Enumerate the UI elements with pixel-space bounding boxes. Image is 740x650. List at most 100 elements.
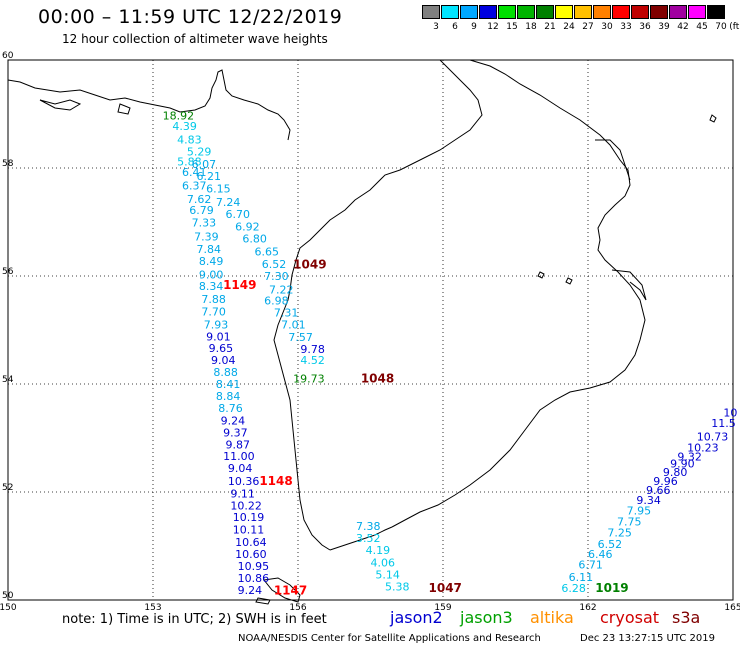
legend-label: 21 <box>544 22 556 32</box>
legend-label: 36 <box>639 22 651 32</box>
wave-height-label: 6.79 <box>189 204 214 217</box>
wave-height-label: 9.24 <box>221 415 246 428</box>
legend-label: 6 <box>452 22 458 32</box>
wave-height-label: 9.04 <box>211 354 236 367</box>
wave-height-label: 5.14 <box>375 568 400 581</box>
wave-height-label: 10 <box>723 406 737 419</box>
graticule <box>7 59 734 601</box>
wave-height-label: 6.41 <box>182 166 207 179</box>
axis-ticks: 150 153 156 159 162 165 60 58 56 54 52 50 <box>0 51 740 613</box>
legend-label: 27 <box>582 22 594 32</box>
satellite-name: altika <box>530 608 574 627</box>
legend-swatch <box>688 5 706 19</box>
wave-height-label: 7.38 <box>356 520 381 533</box>
wave-height-label: 6.46 <box>588 548 613 561</box>
wave-height-label: 6.92 <box>235 221 260 234</box>
legend-label: 24 <box>563 22 575 32</box>
legend-swatch <box>498 5 516 19</box>
legend-label: 39 <box>658 22 670 32</box>
kuril-island-1 <box>263 577 301 603</box>
kamchatka-west-coast <box>273 59 483 551</box>
wave-height-label: 6.15 <box>206 182 231 195</box>
wave-height-label: 6.98 <box>264 295 289 308</box>
legend-swatch <box>479 5 497 19</box>
lat-tick-label: 58 <box>2 159 14 169</box>
satellite-name: jason3 <box>460 608 513 627</box>
lon-tick-label: 153 <box>144 603 161 613</box>
satellite-name: jason2 <box>390 608 443 627</box>
wave-height-label: 7.95 <box>627 505 652 518</box>
small-island-2 <box>565 277 573 285</box>
wave-height-label: 9.37 <box>223 426 248 439</box>
wave-height-label: 10.36 <box>228 475 260 488</box>
legend-swatch <box>612 5 630 19</box>
wave-height-label: 7.25 <box>607 526 632 539</box>
wave-height-label: 5.29 <box>187 146 212 159</box>
lon-tick-label: 159 <box>434 603 451 613</box>
wave-height-label: 4.52 <box>300 354 325 367</box>
legend-swatch <box>650 5 668 19</box>
wave-height-label: 5.88 <box>177 155 202 168</box>
legend-label: 9 <box>471 22 477 32</box>
wave-height-label: 10.86 <box>238 572 269 585</box>
wave-height-label: 6.28 <box>561 582 586 595</box>
wave-height-label: 6.52 <box>262 258 287 271</box>
legend-swatch <box>574 5 592 19</box>
wave-height-label: 8.88 <box>213 366 238 379</box>
wave-height-label: 8.49 <box>199 255 224 268</box>
wave-height-label: 7.62 <box>187 193 212 206</box>
legend-swatch <box>631 5 649 19</box>
wave-height-label: 7.01 <box>281 318 306 331</box>
wave-height-label: 7.70 <box>201 305 226 318</box>
legend-swatch <box>441 5 459 19</box>
wave-height-label: 10.23 <box>687 442 719 455</box>
legend-label: 45 <box>696 22 708 32</box>
wave-height-label: 7.39 <box>194 230 219 243</box>
lat-tick-label: 56 <box>2 267 14 277</box>
wave-height-label: 8.34 <box>199 280 224 293</box>
wave-height-label: 9.90 <box>670 458 695 471</box>
north-island <box>39 99 82 111</box>
wave-height-label: 4.39 <box>172 120 197 133</box>
wave-height-label: 7.22 <box>269 283 294 296</box>
legend-swatch <box>536 5 554 19</box>
legend-unit: (ft) <box>729 22 740 32</box>
wave-height-label: 4.19 <box>366 544 391 557</box>
legend-label: 12 <box>487 22 499 32</box>
wave-height-label: 7.93 <box>204 318 229 331</box>
small-island-1 <box>537 271 545 279</box>
wave-height-label: 6.52 <box>598 538 623 551</box>
legend-swatch <box>517 5 535 19</box>
wave-height-label: 9.96 <box>653 475 678 488</box>
map-frame <box>7 59 734 601</box>
wave-height-label: 5.38 <box>385 580 410 593</box>
legend-label: 33 <box>620 22 632 32</box>
footer-credit: NOAA/NESDIS Center for Satellite Applica… <box>238 633 541 644</box>
wave-height-label: 7.24 <box>216 196 241 209</box>
legend-label: 30 <box>601 22 613 32</box>
wave-height-label: 10.19 <box>233 511 265 524</box>
map-title: 00:00 – 11:59 UTC 12/22/2019 <box>38 6 343 28</box>
pass-time-label: 1019 <box>595 581 628 595</box>
wave-height-label: 3.52 <box>356 532 381 545</box>
coastline <box>7 59 717 605</box>
wave-height-label: 7.57 <box>288 331 313 344</box>
wave-height-label: 6.70 <box>226 208 251 221</box>
wave-height-label: 9.32 <box>677 451 702 464</box>
wave-height-label: 19.73 <box>293 372 325 385</box>
legend-swatch <box>593 5 611 19</box>
legend-label: 70 <box>715 22 727 32</box>
wave-height-label: 7.33 <box>192 216 217 229</box>
northern-shore <box>7 69 291 141</box>
wave-height-label: 7.31 <box>274 307 299 320</box>
wave-height-label: 9.66 <box>646 484 671 497</box>
wave-height-label: 7.84 <box>197 243 222 256</box>
wave-height-label: 11.00 <box>223 450 255 463</box>
lon-tick-label: 162 <box>579 603 596 613</box>
legend-label: 15 <box>506 22 518 32</box>
wave-observations: 18.924.394.835.295.886.076.416.216.37 6.1… <box>163 109 738 597</box>
wave-height-label: 8.84 <box>216 390 241 403</box>
pass-time-label: 1048 <box>361 371 394 385</box>
wave-height-label: 8.76 <box>218 402 243 415</box>
kamchatka-south-tip <box>329 526 393 551</box>
